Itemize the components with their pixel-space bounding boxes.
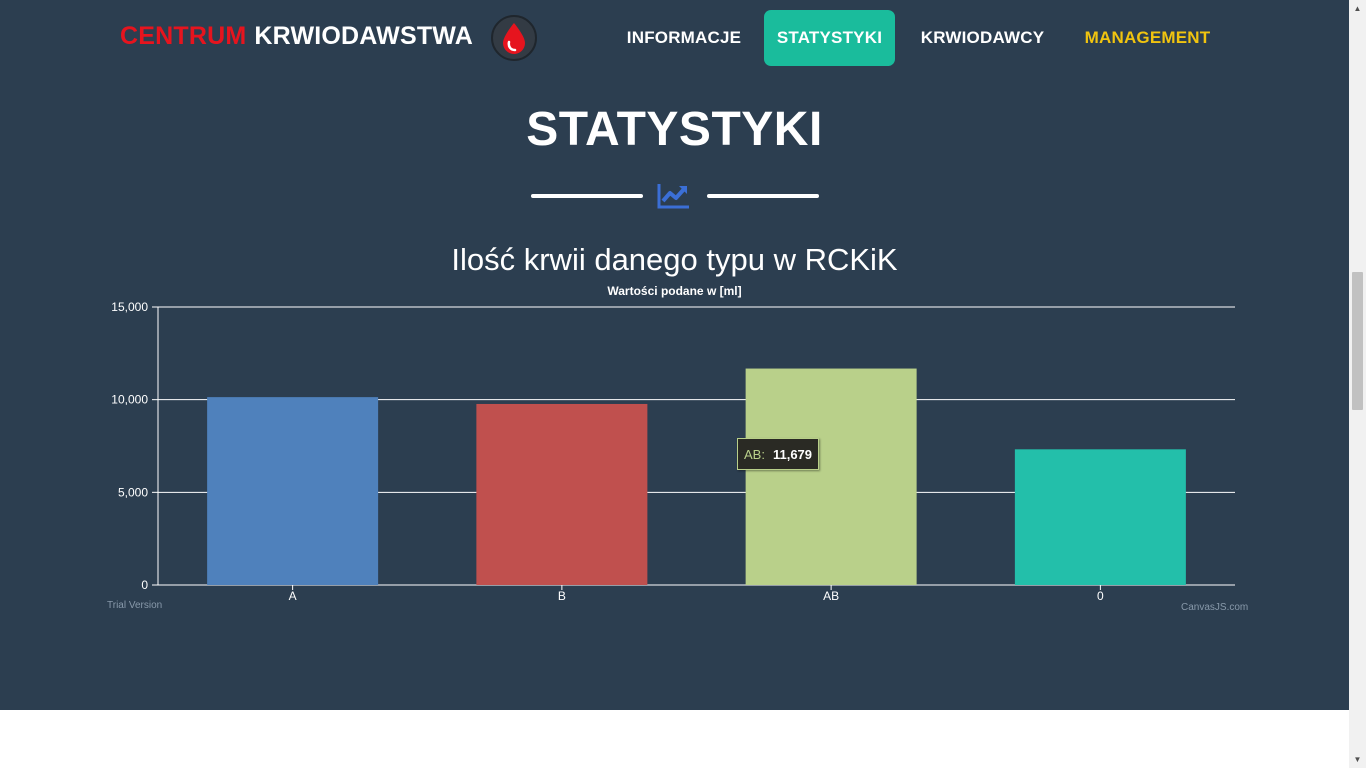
y-tick-label: 5,000 — [118, 485, 148, 499]
y-tick-label: 10,000 — [111, 393, 148, 407]
x-tick-label: B — [558, 589, 566, 603]
chart-subtitle: Wartości podane w [ml] — [607, 284, 742, 298]
scroll-up-arrow[interactable]: ▲ — [1353, 4, 1362, 13]
x-tick-label: AB — [823, 589, 839, 603]
bar-a — [207, 397, 379, 585]
bar-0 — [1014, 449, 1186, 585]
tooltip-value: 11,679 — [772, 446, 813, 462]
divider-line-right — [707, 194, 819, 198]
statistics-section: CENTRUM KRWIODAWSTWA INFORMACJE STATYSTY… — [0, 0, 1349, 710]
tooltip-label: AB: — [744, 446, 765, 462]
nav-krwiodawcy[interactable]: KRWIODAWCY — [920, 28, 1045, 47]
blood-drop-icon[interactable] — [490, 14, 538, 62]
brand-link[interactable]: CENTRUM KRWIODAWSTWA — [120, 18, 473, 54]
y-tick-label: 15,000 — [111, 300, 148, 314]
nav-statystyki[interactable]: STATYSTYKI — [764, 10, 895, 66]
nav-informacje[interactable]: INFORMACJE — [626, 28, 742, 47]
brand-red-text: CENTRUM — [120, 21, 247, 50]
y-tick-label: 0 — [141, 578, 148, 592]
chart-title: Ilość krwii danego typu w RCKiK — [451, 242, 898, 277]
scrollbar-thumb[interactable] — [1352, 272, 1363, 410]
page-title: STATYSTYKI — [526, 103, 823, 156]
chart-line-icon — [657, 184, 689, 209]
trial-version-watermark: Trial Version — [107, 600, 163, 611]
divider-line-left — [531, 194, 643, 198]
chart-tooltip: AB: 11,679 — [737, 438, 820, 470]
brand-white-text: KRWIODAWSTWA — [254, 21, 473, 50]
scroll-down-arrow[interactable]: ▼ — [1353, 755, 1362, 764]
bar-ab — [745, 368, 917, 585]
canvasjs-watermark[interactable]: CanvasJS.com — [1181, 602, 1249, 613]
bar-b — [476, 403, 648, 585]
nav-management[interactable]: MANAGEMENT — [1084, 28, 1211, 47]
x-tick-label: 0 — [1097, 589, 1104, 603]
x-tick-label: A — [289, 589, 297, 603]
